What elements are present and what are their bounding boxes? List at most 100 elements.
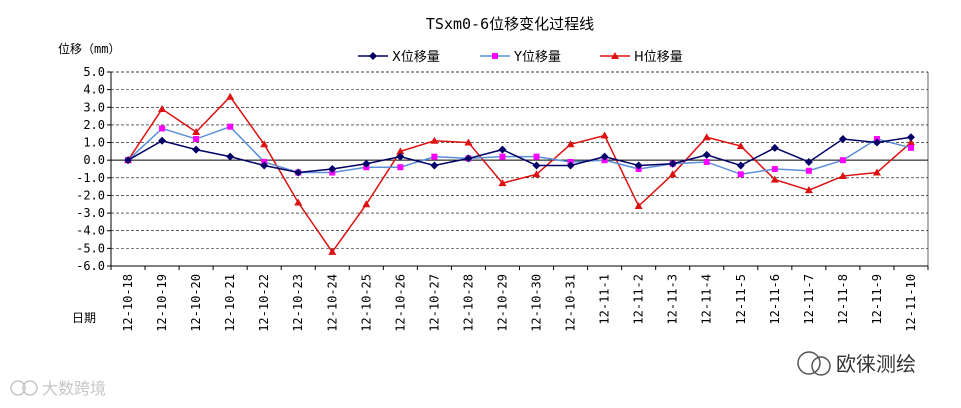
legend-label: H位移量 bbox=[634, 50, 683, 65]
y-tick-label: -6.0 bbox=[76, 259, 105, 273]
x-tick-label: 12-10-28 bbox=[461, 274, 475, 332]
y-axis-label: 位移（mm） bbox=[58, 41, 120, 56]
x-tick-label: 12-11-4 bbox=[700, 274, 714, 325]
data-point bbox=[804, 186, 813, 194]
data-point bbox=[124, 156, 133, 165]
watermark-right-text: 欧徕测绘 bbox=[836, 352, 916, 376]
data-point bbox=[736, 142, 745, 150]
data-point bbox=[158, 136, 167, 145]
data-point bbox=[396, 152, 405, 161]
data-point bbox=[294, 168, 303, 177]
x-tick-label: 12-10-29 bbox=[495, 274, 509, 332]
watermark-left-text: 大数跨境 bbox=[42, 379, 106, 398]
series-line bbox=[127, 125, 912, 176]
grid-lines bbox=[107, 71, 929, 270]
x-tick-label: 12-11-1 bbox=[598, 274, 612, 325]
data-point bbox=[431, 153, 438, 160]
x-tick-label: 12-10-27 bbox=[427, 274, 441, 332]
legend: X位移量 Y位移量 H位移量 bbox=[358, 50, 683, 65]
data-point bbox=[702, 150, 711, 159]
data-point bbox=[328, 165, 337, 173]
series-line bbox=[127, 95, 912, 254]
data-point bbox=[227, 123, 234, 130]
legend-marker bbox=[492, 53, 498, 59]
data-point bbox=[770, 175, 779, 183]
data-point bbox=[804, 157, 813, 166]
x-tick-label: 12-11-3 bbox=[666, 274, 680, 325]
plot-area bbox=[124, 92, 915, 255]
data-point bbox=[396, 147, 405, 155]
data-point bbox=[532, 170, 541, 178]
data-point bbox=[634, 161, 643, 170]
data-point bbox=[702, 133, 711, 141]
watermark-left: 大数跨境 bbox=[10, 379, 106, 398]
y-tick-label: 3.0 bbox=[83, 100, 105, 114]
x-tick-labels: 12-10-18 12-10-19 12-10-20 12-10-21 12-10-22… bbox=[121, 274, 918, 332]
x-tick-label: 12-10-21 bbox=[223, 274, 237, 332]
x-axis-label: 日期 bbox=[72, 311, 96, 325]
x-tick-label: 12-10-23 bbox=[291, 274, 305, 332]
data-point bbox=[464, 154, 473, 163]
data-point bbox=[499, 153, 506, 160]
logo-icon bbox=[10, 380, 26, 396]
data-point bbox=[906, 138, 915, 146]
legend-label: X位移量 bbox=[392, 50, 440, 65]
y-tick-label: -5.0 bbox=[76, 241, 105, 255]
x-tick-label: 12-11-2 bbox=[632, 274, 646, 325]
y-tick-label: -4.0 bbox=[76, 224, 105, 238]
data-point bbox=[193, 136, 200, 143]
x-tick-label: 12-10-18 bbox=[121, 274, 135, 332]
x-tick-label: 12-10-25 bbox=[359, 274, 373, 332]
data-point bbox=[805, 167, 812, 174]
data-point bbox=[397, 164, 404, 171]
data-point bbox=[532, 161, 541, 170]
x-tick-label: 12-11-10 bbox=[904, 274, 918, 332]
data-point bbox=[566, 161, 575, 170]
data-point bbox=[430, 136, 439, 144]
data-point bbox=[328, 247, 337, 255]
x-tick-label: 12-10-26 bbox=[393, 274, 407, 332]
y-tick-label: 0.0 bbox=[83, 153, 105, 167]
data-point bbox=[362, 200, 371, 208]
watermark-right: 欧徕测绘 bbox=[797, 351, 916, 376]
data-point bbox=[362, 159, 371, 168]
x-tick-label: 12-11-6 bbox=[768, 274, 782, 325]
data-point bbox=[498, 145, 507, 154]
data-point bbox=[159, 125, 166, 132]
x-tick-label: 12-10-22 bbox=[257, 274, 271, 332]
data-point bbox=[226, 152, 235, 161]
data-point bbox=[600, 131, 609, 139]
x-tick-label: 12-11-8 bbox=[836, 274, 850, 325]
y-tick-label: -1.0 bbox=[76, 171, 105, 185]
wechat-icon-2 bbox=[811, 356, 831, 376]
data-point bbox=[737, 171, 744, 178]
data-point bbox=[498, 179, 507, 187]
data-point bbox=[634, 202, 643, 210]
chart-title: TSxm0-6位移变化过程线 bbox=[426, 15, 594, 33]
y-tick-label: -3.0 bbox=[76, 206, 105, 220]
data-point bbox=[668, 159, 677, 168]
x-tick-label: 12-11-5 bbox=[734, 274, 748, 325]
legend-label: Y位移量 bbox=[513, 50, 561, 65]
data-point bbox=[736, 161, 745, 170]
data-point bbox=[600, 152, 609, 161]
x-tick-label: 12-10-24 bbox=[325, 274, 339, 332]
legend-marker bbox=[369, 52, 377, 60]
data-point bbox=[430, 161, 439, 170]
x-tick-label: 12-11-7 bbox=[802, 274, 816, 325]
series-y bbox=[125, 123, 914, 178]
x-tick-label: 12-10-30 bbox=[530, 274, 544, 332]
x-tick-label: 12-10-20 bbox=[189, 274, 203, 332]
data-point bbox=[839, 157, 846, 164]
data-point bbox=[770, 143, 779, 152]
data-point bbox=[533, 153, 540, 160]
series-x bbox=[124, 133, 915, 177]
data-point bbox=[260, 140, 269, 148]
x-tick-label: 12-10-19 bbox=[155, 274, 169, 332]
y-tick-label: 4.0 bbox=[83, 83, 105, 97]
series-line bbox=[127, 136, 912, 174]
data-point bbox=[464, 138, 473, 146]
series-h bbox=[124, 92, 915, 255]
x-tick-label: 12-11-9 bbox=[870, 274, 884, 325]
